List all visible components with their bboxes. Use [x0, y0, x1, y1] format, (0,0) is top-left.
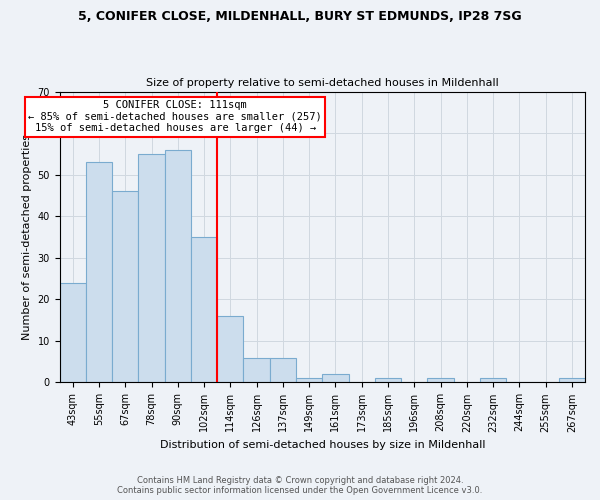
Bar	[480, 378, 506, 382]
Text: Contains HM Land Registry data © Crown copyright and database right 2024.
Contai: Contains HM Land Registry data © Crown c…	[118, 476, 482, 495]
Bar	[375, 378, 401, 382]
Text: 5 CONIFER CLOSE: 111sqm
← 85% of semi-detached houses are smaller (257)
15% of s: 5 CONIFER CLOSE: 111sqm ← 85% of semi-de…	[28, 100, 322, 134]
Bar	[112, 192, 139, 382]
Title: Size of property relative to semi-detached houses in Mildenhall: Size of property relative to semi-detach…	[146, 78, 499, 88]
X-axis label: Distribution of semi-detached houses by size in Mildenhall: Distribution of semi-detached houses by …	[160, 440, 485, 450]
Bar	[191, 237, 217, 382]
Bar	[296, 378, 322, 382]
Bar	[217, 316, 244, 382]
Bar	[427, 378, 454, 382]
Bar	[244, 358, 270, 382]
Bar	[139, 154, 164, 382]
Bar	[164, 150, 191, 382]
Bar	[559, 378, 585, 382]
Bar	[322, 374, 349, 382]
Bar	[86, 162, 112, 382]
Bar	[59, 282, 86, 382]
Text: 5, CONIFER CLOSE, MILDENHALL, BURY ST EDMUNDS, IP28 7SG: 5, CONIFER CLOSE, MILDENHALL, BURY ST ED…	[78, 10, 522, 23]
Bar	[270, 358, 296, 382]
Y-axis label: Number of semi-detached properties: Number of semi-detached properties	[22, 134, 32, 340]
